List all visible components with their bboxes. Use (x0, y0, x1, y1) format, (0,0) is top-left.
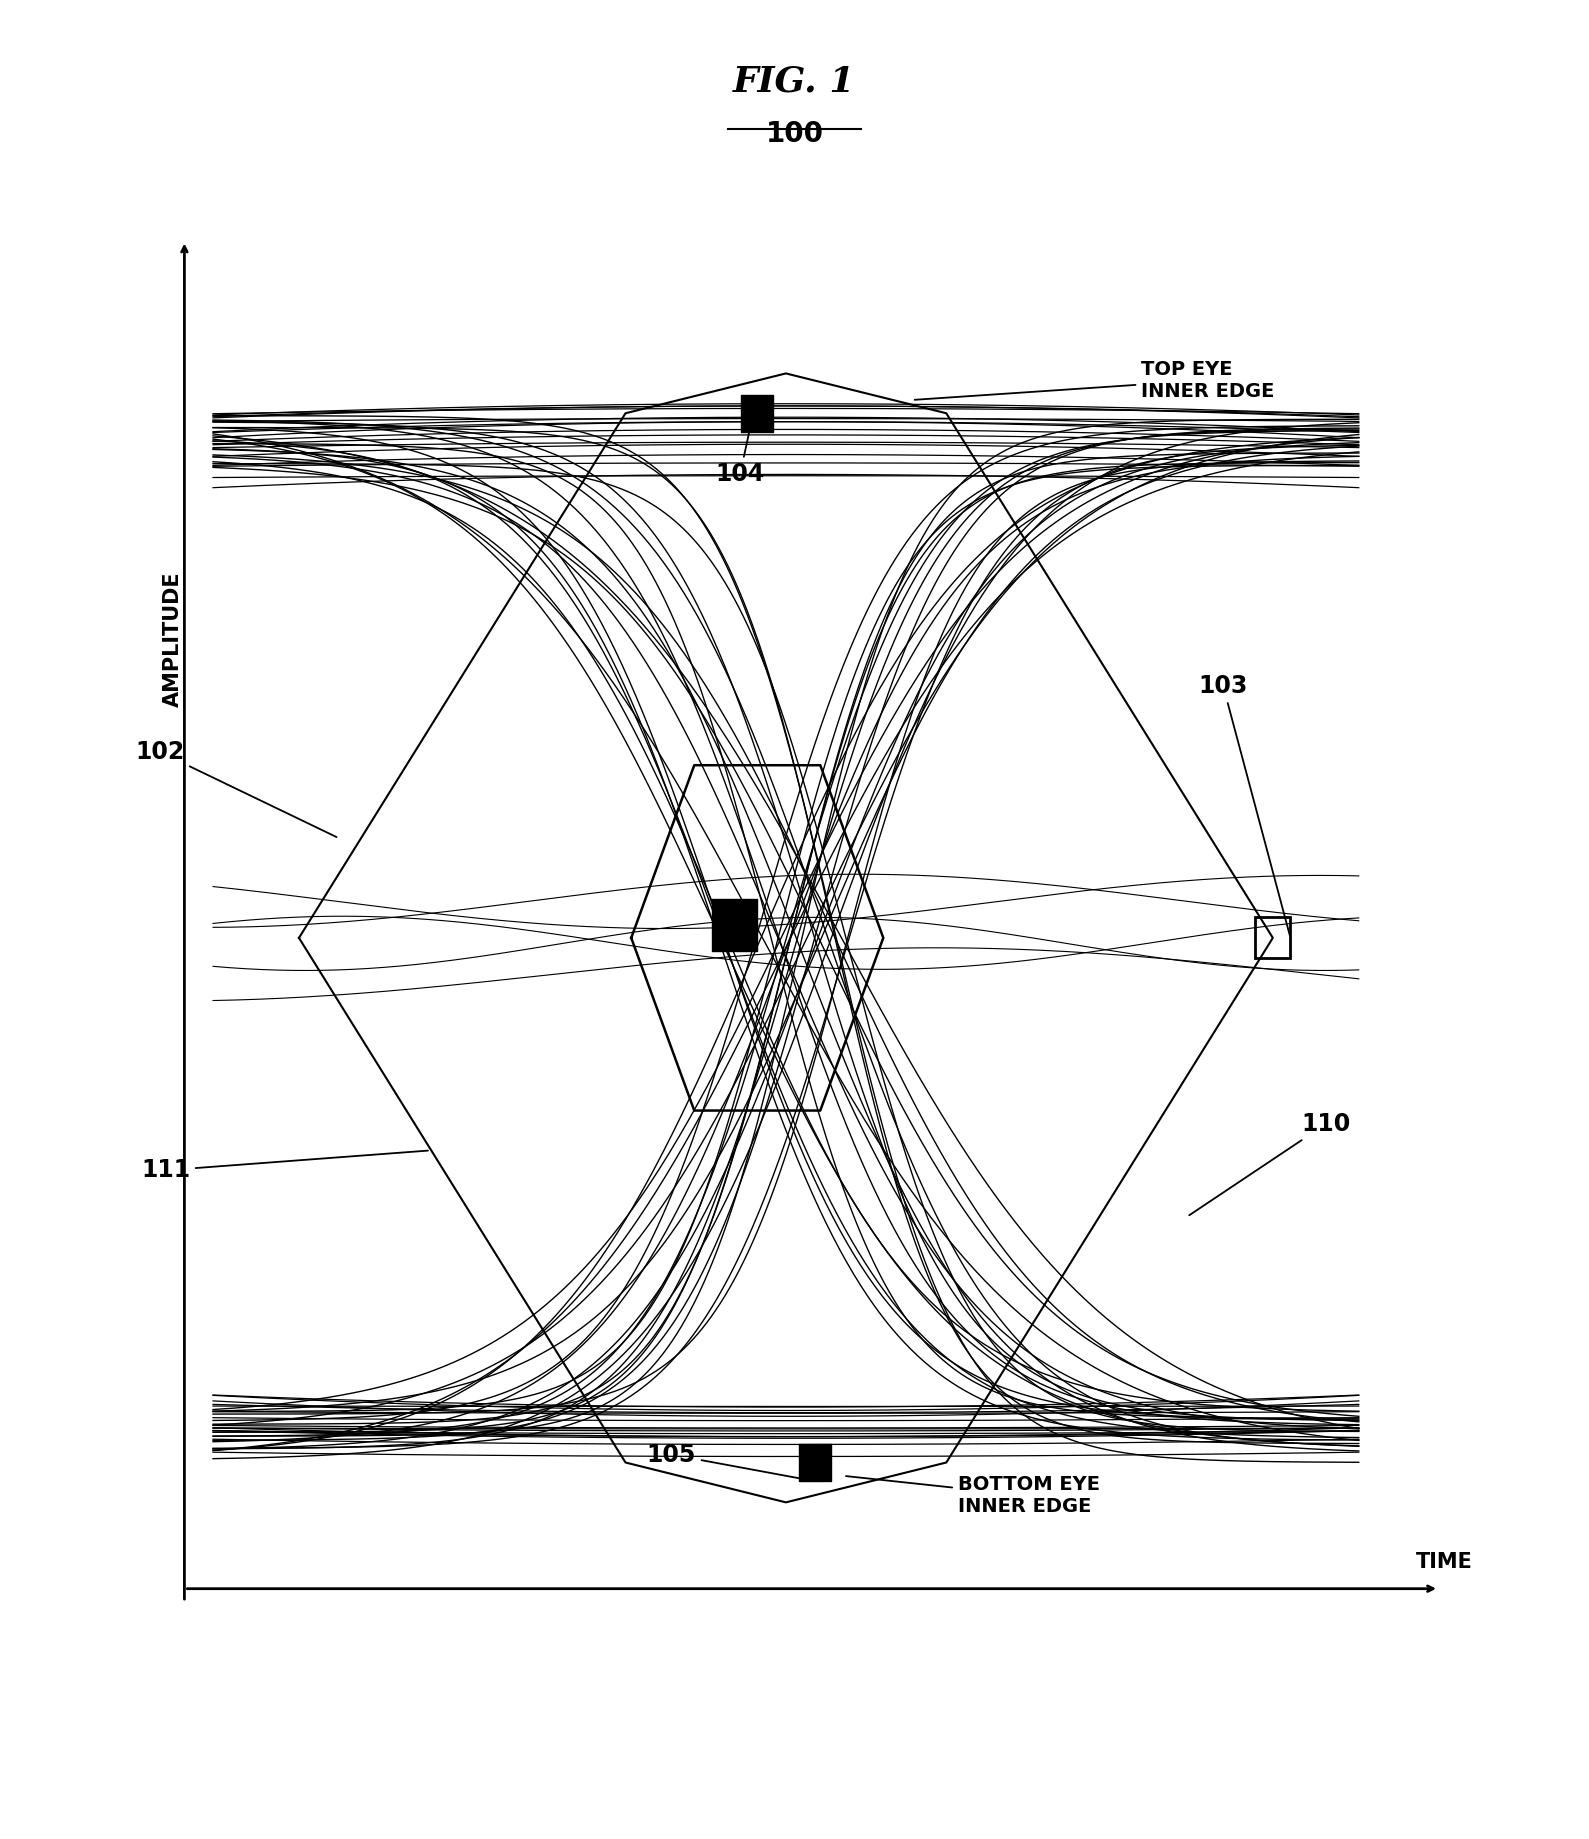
Text: 102: 102 (135, 739, 337, 837)
Text: 111: 111 (141, 1151, 427, 1182)
Text: FIG. 1: FIG. 1 (733, 64, 856, 97)
Text: TIME: TIME (1416, 1552, 1473, 1572)
Bar (1255, 918, 1290, 958)
Text: TOP EYE
INNER EDGE: TOP EYE INNER EDGE (915, 360, 1274, 401)
Text: BOTTOM EYE
INNER EDGE: BOTTOM EYE INNER EDGE (845, 1475, 1100, 1515)
Text: 100: 100 (766, 120, 823, 147)
Text: 103: 103 (1198, 673, 1290, 936)
Text: 110: 110 (1189, 1113, 1351, 1216)
Text: 104: 104 (715, 397, 764, 485)
Text: 105: 105 (647, 1442, 812, 1480)
Text: AMPLITUDE: AMPLITUDE (164, 572, 183, 706)
